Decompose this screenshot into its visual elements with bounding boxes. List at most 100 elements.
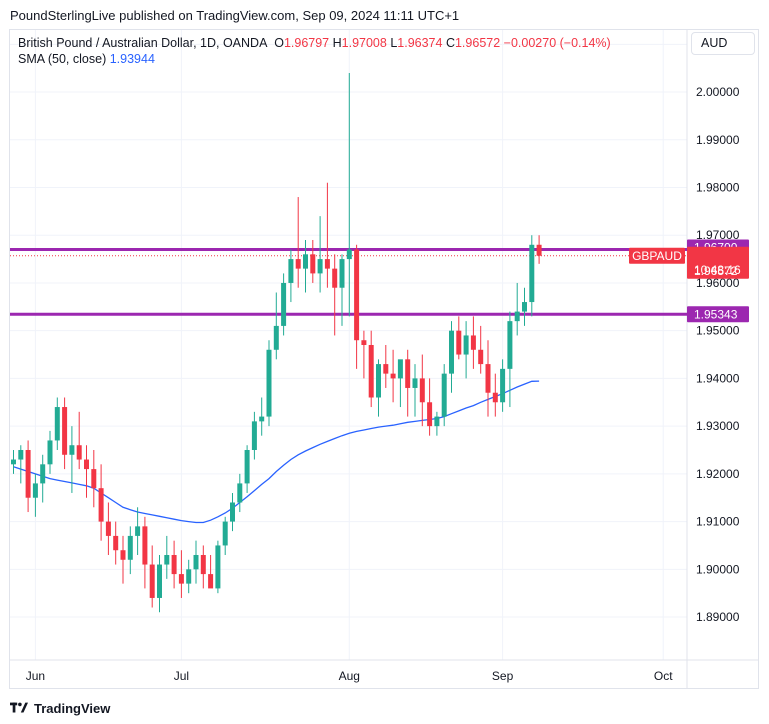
candle-body — [84, 459, 89, 470]
high-value: 1.97008 — [341, 36, 387, 50]
tradingview-footer: TradingView — [10, 699, 110, 717]
candle-body — [47, 440, 53, 465]
price-tick-label: 1.91000 — [696, 515, 740, 529]
candle-body — [222, 521, 228, 546]
publisher-header: PoundSterlingLive published on TradingVi… — [10, 8, 460, 23]
candle-body — [32, 483, 38, 498]
candle-body — [178, 574, 184, 584]
tradingview-brand: TradingView — [34, 700, 111, 716]
candle-body — [449, 330, 454, 374]
price-tick-label: 1.93000 — [696, 419, 740, 433]
candle-body — [230, 502, 235, 522]
time-tick-label: Sep — [492, 669, 514, 683]
price-tick-label: 1.90000 — [696, 562, 740, 576]
grid-lines — [10, 30, 687, 660]
support-price-label-bg — [687, 306, 749, 323]
bar-countdown-label: 10:48:16 — [694, 263, 741, 277]
price-tick-label: 1.89000 — [696, 610, 740, 624]
candle-body — [456, 330, 462, 355]
price-tick-label: 1.96000 — [696, 276, 740, 290]
candle-body — [441, 373, 447, 417]
candle-body — [62, 407, 68, 455]
price-tick-label: 1.98000 — [696, 181, 740, 195]
chart-frame — [9, 29, 759, 689]
candle-body — [303, 254, 308, 269]
support-price-label: 1.95343 — [694, 307, 738, 321]
candles — [11, 72, 542, 613]
candle-body — [339, 259, 345, 288]
instrument-name: British Pound / Australian Dollar, 1D, O… — [18, 36, 267, 50]
candle-body — [208, 574, 214, 589]
price-tick-label: 1.95000 — [696, 324, 740, 338]
candle-body — [54, 407, 60, 441]
candle-body — [120, 550, 126, 560]
price-tick-label: 1.97000 — [696, 228, 740, 242]
candle-body — [186, 569, 192, 584]
candle-body — [405, 359, 411, 388]
candle-body — [390, 373, 396, 379]
candle-body — [376, 364, 381, 398]
candle-body — [310, 254, 316, 274]
candle-body — [113, 535, 119, 551]
candle-body — [288, 259, 294, 283]
candle-body — [40, 464, 46, 484]
candle-body — [76, 445, 82, 460]
last-price-label-bg — [687, 246, 749, 279]
low-value: 1.96374 — [397, 36, 443, 50]
candle-body — [492, 392, 498, 403]
time-tick-label: Aug — [339, 669, 360, 683]
candle-body — [127, 535, 133, 560]
time-tick-label: Jul — [174, 669, 189, 683]
candle-body — [529, 244, 535, 303]
candle-body — [237, 483, 243, 503]
candle-body — [470, 335, 476, 350]
sma-value: 1.93944 — [109, 52, 155, 66]
candle-body — [514, 311, 520, 322]
price-tick-label: 1.99000 — [696, 133, 740, 147]
time-tick-label: Jun — [26, 669, 45, 683]
candle-body — [485, 364, 491, 393]
candle-body — [368, 345, 374, 398]
candle-body — [478, 349, 484, 365]
sma-label: SMA (50, close) — [18, 52, 107, 66]
change-value: −0.00270 (−0.14%) — [503, 36, 611, 50]
candle-body — [522, 302, 527, 312]
candle-body — [354, 249, 360, 341]
candle-body — [11, 459, 16, 465]
candle-body — [273, 325, 279, 350]
candle-body — [383, 364, 389, 374]
currency-selector[interactable]: AUD — [691, 32, 755, 55]
candle-body — [434, 416, 440, 427]
time-tick-label: Oct — [654, 669, 673, 683]
candle-body — [200, 555, 206, 575]
candle-body — [157, 564, 162, 598]
horizontal-lines — [10, 248, 687, 316]
candle-body — [149, 564, 155, 598]
candle-body — [463, 335, 469, 355]
high-label: H — [332, 36, 342, 50]
open-value: 1.96797 — [283, 36, 330, 50]
candle-body — [507, 321, 513, 369]
candle-body — [142, 526, 148, 565]
close-value: 1.96572 — [454, 36, 501, 50]
candle-body — [98, 488, 104, 522]
price-tick-label: 1.92000 — [696, 467, 740, 481]
candle-body — [324, 259, 330, 269]
candle-body — [317, 259, 323, 274]
candle-body — [193, 555, 199, 570]
candle-body — [427, 402, 433, 427]
candle-body — [346, 249, 352, 260]
price-tick-label: 2.00000 — [696, 85, 740, 99]
candle-body — [91, 469, 97, 489]
symbol-tag-bg — [629, 247, 685, 264]
candle-body — [295, 259, 301, 269]
candle-body — [266, 349, 272, 417]
ohlc-legend: British Pound / Australian Dollar, 1D, O… — [18, 36, 611, 50]
candle-body — [419, 378, 425, 403]
low-label: L — [390, 36, 398, 50]
price-tick-label: 1.94000 — [696, 371, 740, 385]
sma-line — [13, 380, 540, 524]
candle-body — [332, 268, 338, 288]
